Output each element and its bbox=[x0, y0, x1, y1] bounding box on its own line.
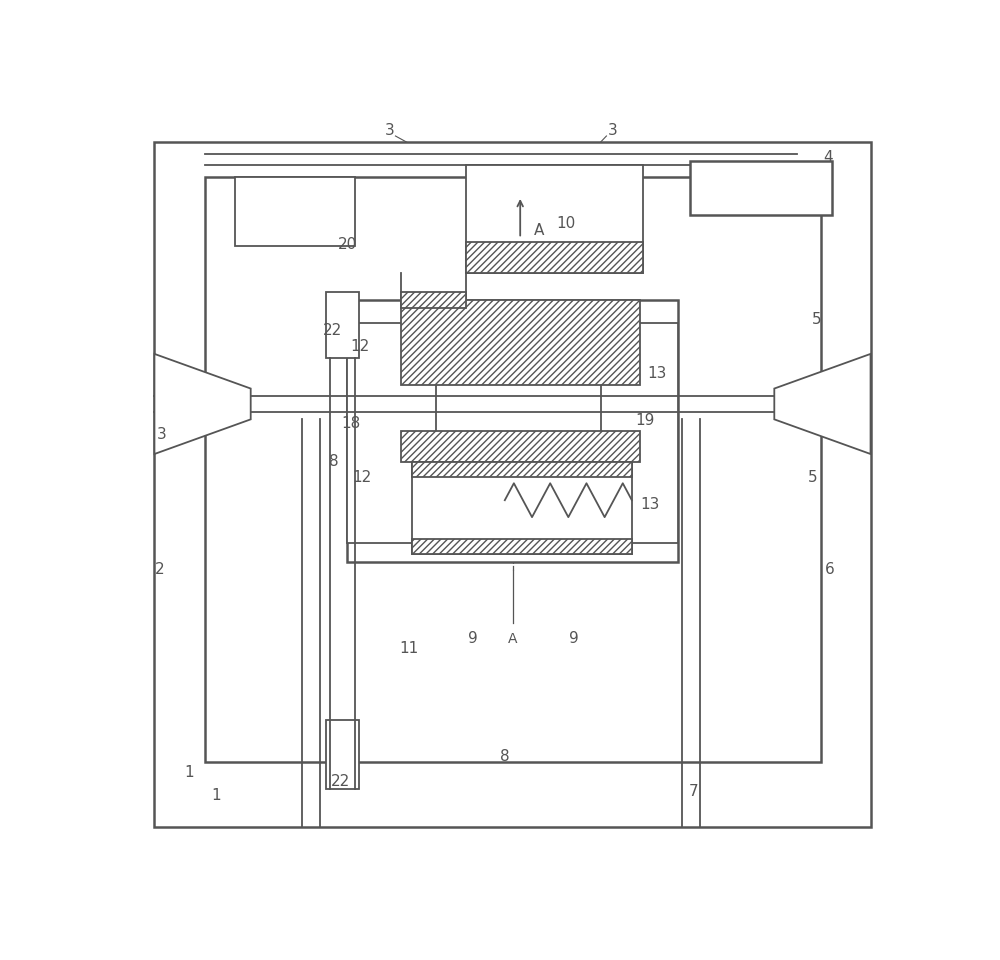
Text: 9: 9 bbox=[468, 632, 477, 646]
Text: 18: 18 bbox=[341, 416, 360, 431]
Text: 2: 2 bbox=[155, 562, 165, 577]
Text: 8: 8 bbox=[329, 454, 339, 469]
Text: 17: 17 bbox=[545, 508, 564, 523]
Text: 3: 3 bbox=[384, 123, 394, 138]
Bar bbox=[412, 539, 632, 554]
Bar bbox=[401, 292, 466, 308]
Text: 12: 12 bbox=[353, 469, 372, 485]
Text: 12: 12 bbox=[350, 339, 370, 353]
Text: 22: 22 bbox=[323, 324, 342, 338]
Bar bbox=[401, 300, 640, 385]
Bar bbox=[412, 462, 632, 554]
Bar bbox=[326, 292, 358, 358]
Text: A: A bbox=[508, 632, 517, 646]
Text: 3: 3 bbox=[157, 427, 167, 443]
Polygon shape bbox=[774, 354, 871, 454]
Text: 5: 5 bbox=[812, 312, 821, 326]
Bar bbox=[466, 165, 643, 273]
Text: 7: 7 bbox=[689, 783, 698, 799]
Text: 3: 3 bbox=[608, 123, 617, 138]
Text: 19: 19 bbox=[635, 414, 655, 428]
Bar bbox=[690, 161, 832, 215]
Text: 1: 1 bbox=[211, 787, 221, 803]
Bar bbox=[235, 177, 355, 246]
Text: 11: 11 bbox=[399, 640, 418, 656]
Bar bbox=[347, 324, 436, 542]
Bar bbox=[205, 177, 820, 762]
Text: 5: 5 bbox=[808, 469, 818, 485]
Bar bbox=[601, 324, 678, 542]
Bar bbox=[401, 431, 640, 462]
Text: 13: 13 bbox=[640, 496, 659, 512]
Bar bbox=[326, 720, 358, 789]
Text: 6: 6 bbox=[825, 562, 835, 577]
Bar bbox=[412, 462, 632, 477]
Bar bbox=[466, 242, 643, 273]
Text: 16: 16 bbox=[441, 504, 461, 519]
Text: 10: 10 bbox=[557, 215, 576, 230]
Text: 4: 4 bbox=[823, 150, 833, 165]
Text: 21: 21 bbox=[486, 341, 505, 356]
Text: 20: 20 bbox=[338, 237, 357, 252]
Bar bbox=[347, 300, 678, 562]
Polygon shape bbox=[154, 354, 251, 454]
Text: 22: 22 bbox=[330, 774, 350, 789]
Text: 13: 13 bbox=[648, 366, 667, 381]
Text: 9: 9 bbox=[569, 632, 579, 646]
Text: 16: 16 bbox=[572, 340, 591, 355]
Text: 1: 1 bbox=[184, 764, 194, 780]
Text: A: A bbox=[534, 224, 545, 238]
Text: 8: 8 bbox=[500, 749, 510, 764]
